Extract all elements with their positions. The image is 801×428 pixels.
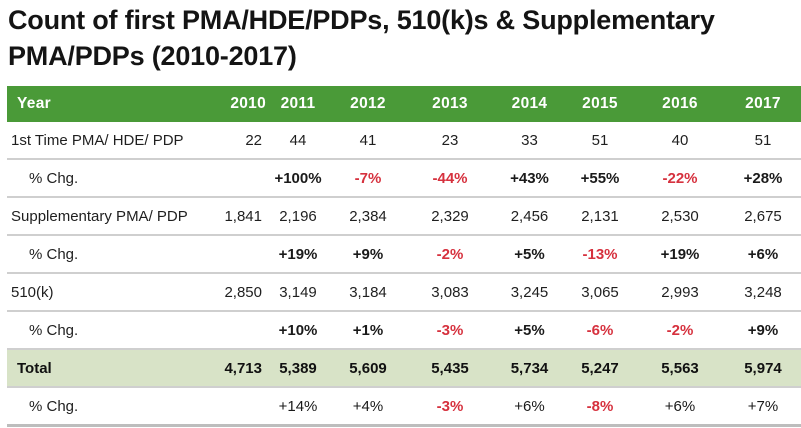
value-cell: 5,734	[510, 359, 549, 377]
pct-change-cell	[210, 235, 266, 273]
pct-change-row: % Chg. +19% +9% -2% +5% -13% +19% +6%	[7, 235, 801, 273]
value-cell: 3,248	[744, 283, 782, 301]
pct-change-cell: -3%	[436, 321, 464, 339]
pct-change-cell: +4%	[352, 397, 384, 415]
pct-change-cell: -22%	[662, 169, 698, 187]
header-year: 2010	[230, 95, 266, 112]
pct-change-cell: -13%	[582, 245, 618, 263]
pct-change-cell: -7%	[354, 169, 382, 187]
pct-change-cell: +19%	[660, 245, 700, 263]
value-cell: 33	[521, 131, 538, 149]
value-cell: 3,184	[349, 283, 387, 301]
header-year: 2016	[662, 95, 698, 112]
pct-change-cell: -2%	[666, 321, 694, 339]
pct-change-cell: +6%	[664, 397, 696, 415]
pct-change-cell	[210, 387, 266, 426]
value-cell: 51	[591, 131, 609, 149]
value-cell: 3,245	[510, 283, 549, 301]
pct-change-cell: +14%	[278, 397, 318, 415]
header-year: 2011	[280, 95, 316, 112]
row-label: % Chg.	[29, 397, 79, 415]
value-cell: 2,850	[224, 283, 262, 301]
pct-change-cell: +5%	[514, 245, 545, 263]
value-cell: 22	[245, 131, 262, 149]
pct-change-cell: +28%	[743, 169, 783, 187]
table-row: 510(k) 2,850 3,149 3,184 3,083 3,245 3,065 2,99…	[7, 273, 801, 311]
pct-change-cell: +9%	[352, 245, 384, 263]
header-year: 2015	[582, 95, 618, 112]
value-cell: 44	[289, 131, 307, 149]
header-year: 2017	[745, 95, 781, 112]
pct-change-row: % Chg. +14% +4% -3% +6% -8% +6% +7%	[7, 387, 801, 426]
value-cell: 3,065	[581, 283, 619, 301]
pct-change-cell: -3%	[436, 397, 464, 415]
row-label: % Chg.	[29, 169, 79, 187]
pct-change-cell: +19%	[278, 245, 318, 263]
row-label: % Chg.	[29, 245, 79, 263]
row-label: % Chg.	[29, 321, 79, 339]
value-cell: 5,974	[744, 359, 782, 377]
row-label: 1st Time PMA/ HDE/ PDP	[11, 131, 184, 149]
value-cell: 5,435	[431, 359, 469, 377]
value-cell: 23	[441, 131, 459, 149]
value-cell: 2,530	[661, 207, 699, 225]
value-cell: 2,993	[661, 283, 699, 301]
row-label: Total	[17, 359, 52, 377]
header-year-label: Year	[17, 95, 51, 112]
value-cell: 5,609	[349, 359, 387, 377]
value-cell: 51	[754, 131, 772, 149]
pct-change-cell: +6%	[747, 245, 779, 263]
value-cell: 2,329	[431, 207, 469, 225]
pct-change-row: % Chg. +10% +1% -3% +5% -6% -2% +9%	[7, 311, 801, 349]
value-cell: 3,149	[279, 283, 317, 301]
table-row: 1st Time PMA/ HDE/ PDP 22 44 41 23 33 51 40 51	[7, 122, 801, 159]
header-year: 2012	[350, 95, 386, 112]
value-cell: 3,083	[431, 283, 469, 301]
pct-change-cell: -44%	[432, 169, 468, 187]
pct-change-cell: +55%	[580, 169, 620, 187]
table-row: Supplementary PMA/ PDP 1,841 2,196 2,384 2,3…	[7, 197, 801, 235]
header-row: Year 2010 2011 2012 2013 2014 2015 2016 …	[7, 86, 801, 122]
pct-change-cell: +5%	[514, 321, 545, 339]
pct-change-cell	[210, 311, 266, 349]
pct-change-cell: +43%	[510, 169, 549, 187]
value-cell: 2,131	[581, 207, 619, 225]
row-label: Supplementary PMA/ PDP	[11, 207, 188, 225]
value-cell: 2,196	[279, 207, 317, 225]
value-cell: 2,456	[510, 207, 549, 225]
total-row: Total 4,713 5,389 5,609 5,435 5,734 5,247 5,563…	[7, 349, 801, 387]
pct-change-cell: +9%	[747, 321, 779, 339]
pct-change-cell: -6%	[586, 321, 614, 339]
header-year: 2013	[432, 95, 468, 112]
pct-change-cell	[210, 159, 266, 197]
pct-change-cell: +6%	[514, 397, 545, 415]
pct-change-cell: -2%	[436, 245, 464, 263]
value-cell: 41	[359, 131, 377, 149]
pct-change-cell: +10%	[278, 321, 318, 339]
pct-change-cell: -8%	[586, 397, 614, 415]
value-cell: 5,563	[661, 359, 699, 377]
value-cell: 5,389	[279, 359, 317, 377]
page-title: Count of first PMA/HDE/PDPs, 510(k)s & S…	[8, 5, 715, 71]
pct-change-cell: +7%	[747, 397, 779, 415]
data-table: Year 2010 2011 2012 2013 2014 2015 2016 …	[7, 86, 801, 427]
header-year: 2014	[511, 95, 548, 112]
pct-change-cell: +100%	[274, 169, 322, 187]
pct-change-cell: +1%	[352, 321, 384, 339]
pct-change-row: % Chg. +100% -7% -44% +43% +55% -22% +28%	[7, 159, 801, 197]
value-cell: 2,675	[744, 207, 782, 225]
value-cell: 40	[671, 131, 689, 149]
value-cell: 2,384	[349, 207, 387, 225]
row-label: 510(k)	[11, 283, 54, 301]
value-cell: 4,713	[224, 359, 262, 377]
value-cell: 1,841	[224, 207, 262, 225]
value-cell: 5,247	[581, 359, 619, 377]
